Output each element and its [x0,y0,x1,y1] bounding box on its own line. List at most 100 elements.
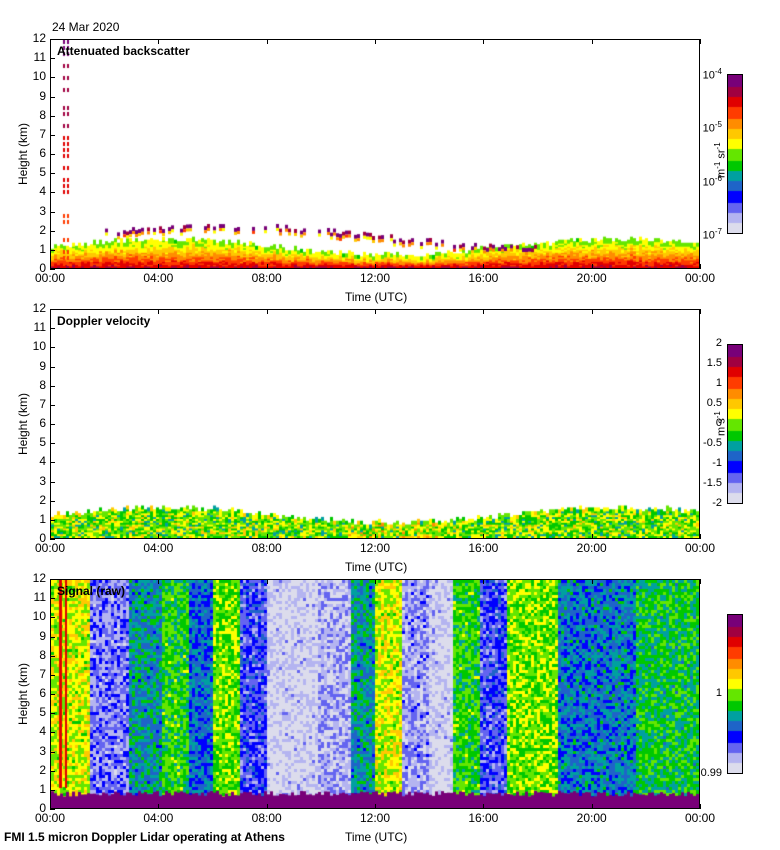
y-tick-mark [50,789,55,791]
date-label: 24 Mar 2020 [52,20,120,34]
x-tick-mark [700,264,701,269]
y-tick-label: 10 [32,339,46,354]
colorbar-tick: 1.5 [706,357,722,369]
x-tick-label: 20:00 [576,541,607,555]
x-tick-mark [266,39,268,44]
x-tick-mark [700,39,701,44]
x-tick-mark [591,264,593,269]
x-tick-label: 16:00 [468,271,499,285]
signal-heatmap [51,580,699,808]
x-tick-label: 00:00 [34,541,66,555]
y-tick-label: 3 [39,473,46,488]
x-tick-mark [266,264,268,269]
y-tick-label: 0 [39,531,46,545]
x-tick-mark [483,39,485,44]
y-tick-mark [50,77,55,79]
y-tick-mark [50,636,55,638]
x-tick-mark [50,39,51,44]
x-tick-mark [375,309,376,314]
x-tick-label: 20:00 [576,271,607,285]
y-tick-label: 2 [39,762,46,777]
colorbar-tick: 2 [715,337,722,349]
y-tick-label: 7 [39,396,46,411]
x-tick-mark [700,534,701,539]
colorbar-tick: 1 [715,377,722,389]
y-tick-mark [50,500,55,502]
x-tick-label: 00:00 [34,811,66,825]
y-tick-label: 1 [39,781,46,796]
y-tick-label: 9 [39,628,46,643]
x-tick-mark [50,804,51,809]
x-tick-mark [483,264,485,269]
y-tick-mark [50,230,55,232]
y-tick-label: 9 [39,358,46,373]
x-tick-label: 00:00 [684,541,716,555]
x-tick-mark [158,39,160,44]
y-tick-mark [50,154,55,155]
y-tick-mark [50,347,55,349]
x-tick-label: 00:00 [684,811,716,825]
colorbar-tick: 10-6 [702,174,722,189]
colorbar-tick: 0 [715,417,722,429]
x-tick-mark [50,534,51,539]
x-tick-mark [483,804,485,809]
y-tick-mark [50,732,55,734]
footer-caption: FMI 1.5 micron Doppler Lidar operating a… [4,830,285,844]
y-tick-mark [50,58,55,60]
y-tick-label: 4 [39,724,46,739]
x-tick-mark [50,309,51,314]
y-tick-label: 12 [32,31,46,45]
y-tick-mark [50,211,55,213]
y-tick-label: 11 [33,50,46,65]
y-tick-mark [50,598,55,600]
x-tick-mark [591,579,593,584]
colorbar-tick: -1.5 [703,477,722,489]
colorbar-tick: 1 [715,687,722,699]
x-tick-mark [158,534,160,539]
y-tick-label: 10 [32,69,46,84]
x-tick-mark [266,579,268,584]
y-tick-label: 7 [39,126,46,141]
y-tick-label: 8 [39,647,46,662]
y-tick-label: 8 [39,377,46,392]
backscatter-plot: Attenuated backscatter [50,39,700,269]
y-tick-label: 1 [39,241,46,256]
colorbar-tick: 0.99 [700,767,722,779]
colorbar-tick: -0.5 [703,437,722,449]
y-tick-mark [50,751,55,753]
x-axis-label: Time (UTC) [345,290,408,304]
y-tick-mark [50,655,55,657]
y-tick-label: 0 [39,801,46,815]
y-tick-label: 5 [39,435,46,450]
x-tick-mark [483,534,485,539]
y-tick-mark [50,269,55,270]
y-tick-mark [50,579,55,580]
x-tick-mark [375,264,376,269]
y-tick-label: 2 [39,492,46,507]
y-tick-mark [50,674,55,676]
y-tick-mark [50,694,55,695]
x-tick-mark [158,264,160,269]
x-tick-label: 08:00 [251,271,282,285]
x-tick-mark [591,309,593,314]
y-tick-label: 10 [32,609,46,624]
y-tick-label: 3 [39,743,46,758]
x-tick-mark [375,804,376,809]
y-tick-label: 6 [39,416,46,430]
y-tick-mark [50,39,55,40]
y-tick-mark [50,309,55,310]
x-tick-mark [591,804,593,809]
y-tick-mark [50,617,55,619]
x-tick-mark [50,579,51,584]
y-tick-label: 8 [39,107,46,122]
y-axis-label: Height (km) [16,122,30,185]
y-tick-label: 5 [39,705,46,720]
x-tick-label: 08:00 [251,811,282,825]
y-tick-mark [50,366,55,368]
y-tick-mark [50,173,55,175]
y-tick-mark [50,713,55,715]
velocity-plot: Doppler velocity [50,309,700,539]
y-tick-mark [50,443,55,445]
x-tick-label: 12:00 [359,271,391,285]
x-tick-mark [483,309,485,314]
